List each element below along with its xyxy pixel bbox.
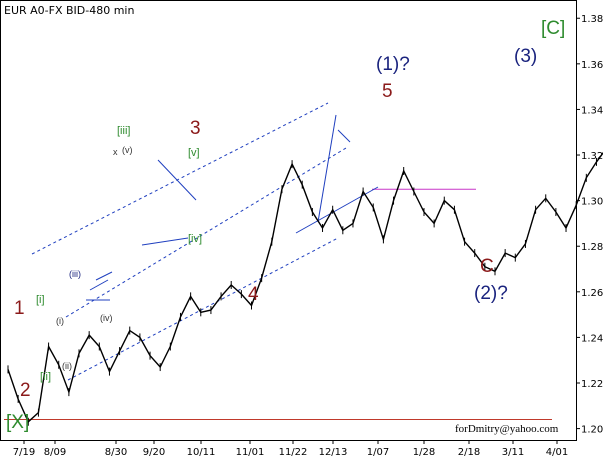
x-tick-label: 11/22 xyxy=(279,447,308,458)
channel-line xyxy=(67,237,339,381)
y-tick-label: 1.20 xyxy=(581,425,603,436)
wave-label: 4 xyxy=(248,284,259,305)
x-axis: 7/19 8/09 8/30 9/20 10/11 11/01 11/22 12/13 1/07… xyxy=(13,440,568,458)
y-tick-label: 1.24 xyxy=(581,333,603,344)
wave-label: (3) xyxy=(514,46,537,67)
chart-title: EUR A0-FX BID-480 min xyxy=(4,4,134,17)
wave-label: (iii) xyxy=(69,269,81,279)
trend-line xyxy=(89,279,109,291)
y-tick-label: 1.34 xyxy=(581,105,603,116)
wave-label: (iv) xyxy=(100,313,113,323)
watermark-credit: forDmitry@yahoo.com xyxy=(455,423,559,435)
wave-label: x xyxy=(113,147,118,157)
y-tick-label: 1.38 xyxy=(581,14,603,25)
y-tick-label: 1.32 xyxy=(581,151,603,162)
channel-line xyxy=(65,147,347,318)
x-tick-label: 1/28 xyxy=(413,447,435,458)
trend-line xyxy=(141,237,189,246)
plot-frame xyxy=(0,0,577,441)
wave-label: [C] xyxy=(541,18,565,39)
wave-label: (i) xyxy=(56,316,64,326)
price-series xyxy=(7,151,603,426)
y-tick-label: 1.22 xyxy=(581,379,603,390)
x-tick-label: 9/20 xyxy=(143,447,165,458)
wave-label: [v] xyxy=(188,147,200,159)
x-tick-label: 8/30 xyxy=(105,447,127,458)
wave-label: 2 xyxy=(20,380,31,401)
x-tick-label: 7/19 xyxy=(13,447,35,458)
y-tick-label: 1.28 xyxy=(581,242,603,253)
x-tick-label: 1/07 xyxy=(367,447,389,458)
channel-line xyxy=(31,102,329,255)
x-tick-label: 2/18 xyxy=(458,447,480,458)
x-tick-label: 11/01 xyxy=(236,447,265,458)
wave-label: (2)? xyxy=(474,283,508,304)
price-line xyxy=(7,151,603,423)
x-tick-label: 12/13 xyxy=(319,447,348,458)
x-tick-label: 4/01 xyxy=(546,447,568,458)
wave-label: (v) xyxy=(122,145,133,155)
y-tick-label: 1.36 xyxy=(581,60,603,71)
y-tick-label: 1.30 xyxy=(581,197,603,208)
wave-label: 3 xyxy=(190,118,201,139)
y-tick-label: 1.26 xyxy=(581,288,603,299)
wave-label: 5 xyxy=(382,81,393,102)
wave-label: (ii) xyxy=(62,361,72,371)
wave-label: 1 xyxy=(14,298,25,319)
wave-label: [ii] xyxy=(40,371,51,383)
wave-label: [iii] xyxy=(117,125,130,137)
x-tick-label: 10/11 xyxy=(187,447,216,458)
x-tick-label: 8/09 xyxy=(44,447,66,458)
wave-labels: [C](3) (1)? 5 3 [iii] x (v) [v] [iv] (iii) (i) (iv)… xyxy=(6,18,565,433)
trend-line xyxy=(337,129,351,143)
trend-line xyxy=(95,271,113,281)
wave-label: [i] xyxy=(36,294,45,306)
annotation-lines xyxy=(4,102,552,420)
wave-label: (1)? xyxy=(376,54,410,75)
wave-label: [X] xyxy=(6,412,29,433)
trend-line xyxy=(317,114,337,223)
wave-label: C xyxy=(480,256,494,277)
trend-line xyxy=(157,159,197,201)
y-axis: 1.20 1.22 1.24 1.26 1.28 1.30 1.32 1.34 1.36 1.38 xyxy=(576,14,603,436)
x-tick-label: 3/11 xyxy=(502,447,524,458)
wave-label: [iv] xyxy=(188,233,202,245)
